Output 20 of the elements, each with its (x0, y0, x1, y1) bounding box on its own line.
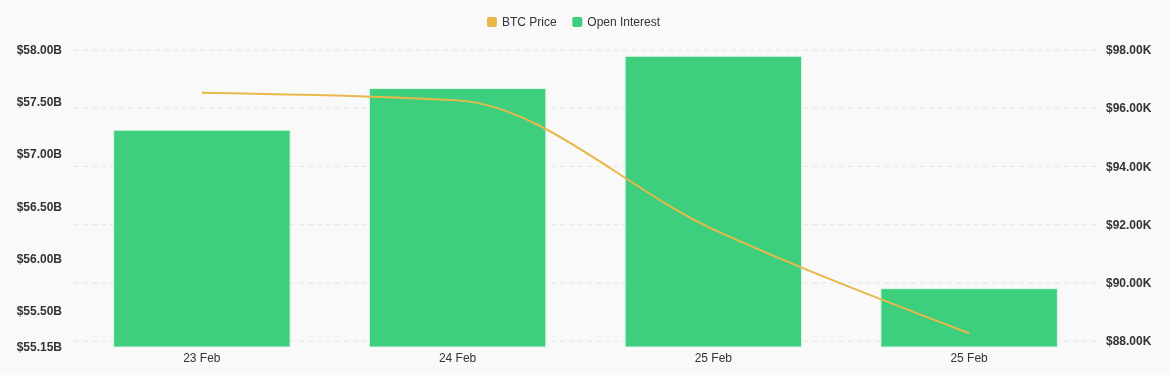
y-tick-label: $57.00B (16, 147, 63, 162)
y2-tick-label: $98.00K (1106, 43, 1152, 58)
x-tick-label: 23 Feb (183, 351, 221, 365)
y-tick-label: $56.00B (16, 251, 63, 266)
legend-label: BTC Price (501, 15, 557, 30)
y-tick-label: $58.00B (16, 43, 63, 58)
y-tick-label: $56.50B (16, 199, 63, 214)
y2-tick-label: $90.00K (1106, 276, 1152, 291)
x-tick-label: 25 Feb (950, 351, 989, 365)
x-tick-label: 25 Feb (694, 351, 733, 365)
legend-label: Open Interest (587, 15, 661, 30)
y-tick-label: $55.50B (16, 303, 63, 318)
y2-tick-label: $88.00K (1106, 334, 1152, 349)
y-tick-label: $55.15B (16, 340, 63, 355)
line-series (200, 91, 971, 335)
y2-tick-label: $92.00K (1106, 217, 1152, 232)
y2-tick-label: $94.00K (1106, 159, 1152, 174)
x-tick-label: 24 Feb (438, 351, 477, 365)
y2-tick-label: $96.00K (1106, 101, 1152, 116)
y-tick-label: $57.50B (16, 95, 63, 110)
